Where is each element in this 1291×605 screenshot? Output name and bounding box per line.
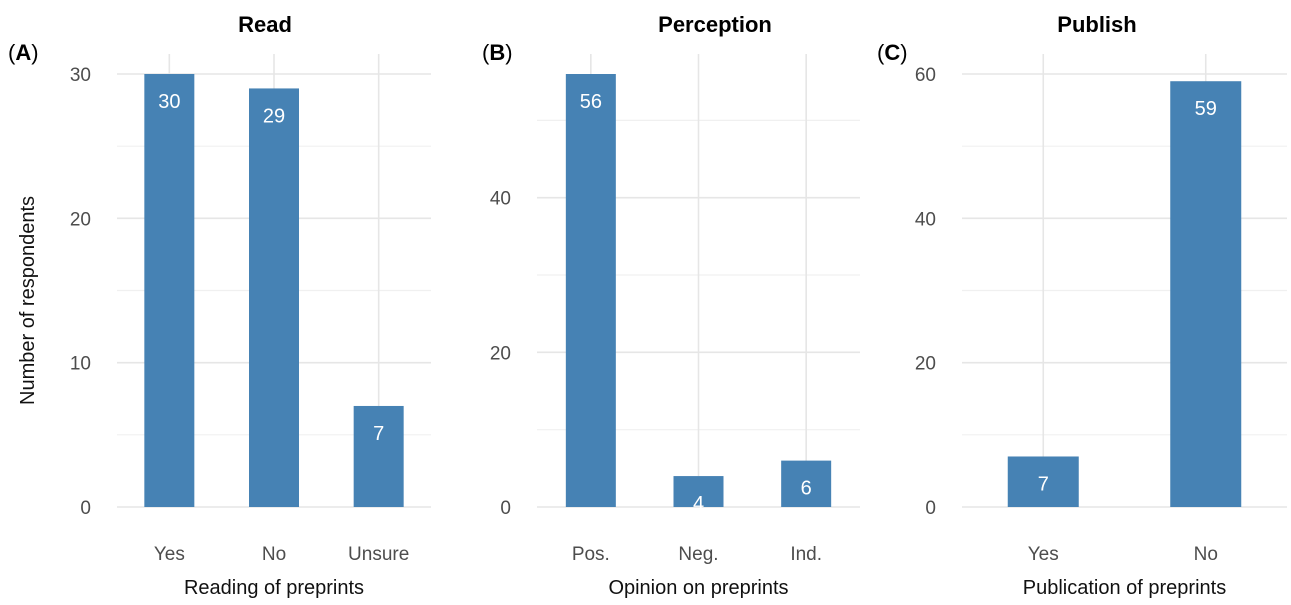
y-tick-label: 0	[500, 498, 511, 519]
x-tick-label: Ind.	[790, 544, 822, 565]
y-tick-label: 40	[490, 189, 511, 210]
y-tick-label: 0	[80, 498, 91, 519]
x-tick-label: Unsure	[348, 544, 409, 565]
bar-value-label: 4	[693, 493, 704, 515]
panel-tag: (B)	[482, 40, 513, 65]
x-axis-title: Reading of preprints	[184, 577, 364, 599]
panel-title: Publish	[1057, 12, 1136, 37]
x-tick-label: Yes	[1028, 544, 1059, 565]
bar-ind	[781, 460, 832, 507]
y-tick-label: 60	[915, 65, 936, 86]
y-tick-label: 20	[70, 209, 91, 230]
bar-value-label: 56	[580, 91, 602, 113]
bar-value-label: 7	[1038, 473, 1049, 495]
y-tick-label: 0	[925, 498, 936, 519]
x-tick-label: No	[1194, 544, 1218, 565]
bar-no	[249, 88, 299, 507]
x-tick-label: Neg.	[678, 544, 718, 565]
x-axis-title: Opinion on preprints	[608, 577, 788, 599]
y-tick-label: 20	[915, 354, 936, 375]
bar-yes	[144, 74, 195, 507]
bar-value-label: 6	[801, 478, 812, 500]
panel-c: 0 20 40 60 7 Yes 59 No Publish (C) Publication of …	[877, 12, 1287, 599]
x-tick-label: Yes	[154, 544, 185, 565]
bar-unsure	[353, 405, 404, 507]
panel-title: Read	[238, 12, 292, 37]
bar-no	[1170, 81, 1242, 507]
panel-tag: (C)	[877, 40, 908, 65]
panel-a: 0 10 20 30 30 Yes 29 No 7 Unsure Read (A) Reading of…	[8, 12, 431, 599]
y-axis-title: Number of respondents	[17, 196, 39, 405]
y-tick-label: 20	[490, 343, 511, 364]
bar-neg	[673, 476, 724, 507]
bar-value-label: 30	[158, 91, 180, 113]
x-axis-title: Publication of preprints	[1023, 577, 1226, 599]
y-tick-label: 30	[70, 65, 91, 86]
y-tick-label: 10	[70, 354, 91, 375]
panel-title: Perception	[658, 12, 772, 37]
y-tick-label: 40	[915, 209, 936, 230]
bar-value-label: 59	[1195, 98, 1217, 120]
bar-value-label: 29	[263, 105, 285, 127]
panel-b: 0 20 40 56 Pos. 4 Neg. 6 Ind. Perception (B) Opinio…	[482, 12, 860, 599]
bar-pos	[565, 74, 616, 507]
bar-value-label: 7	[373, 423, 384, 445]
panel-tag: (A)	[8, 40, 39, 65]
x-tick-label: No	[262, 544, 286, 565]
x-tick-label: Pos.	[572, 544, 610, 565]
bar-yes	[1007, 456, 1079, 507]
